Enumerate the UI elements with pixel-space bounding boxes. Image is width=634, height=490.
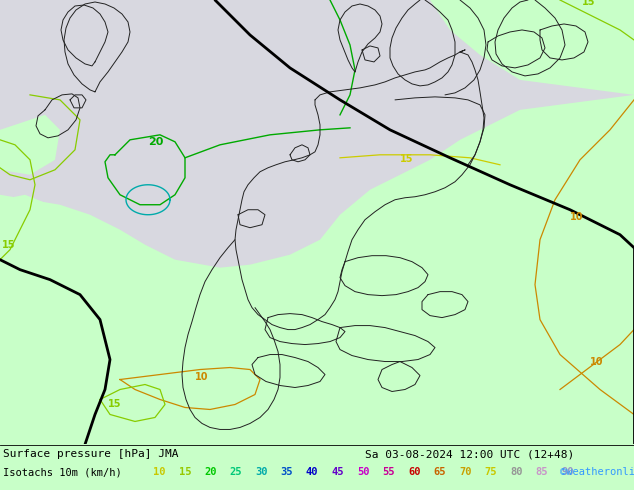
Polygon shape — [0, 115, 60, 175]
Text: 65: 65 — [434, 467, 446, 477]
Text: 15: 15 — [2, 240, 15, 250]
Text: Isotachs 10m (km/h): Isotachs 10m (km/h) — [3, 467, 122, 477]
Text: 15: 15 — [108, 399, 122, 410]
Text: Surface pressure [hPa] JMA: Surface pressure [hPa] JMA — [3, 449, 179, 460]
Text: 35: 35 — [280, 467, 293, 477]
Text: 10: 10 — [153, 467, 165, 477]
Text: 10: 10 — [590, 357, 604, 367]
Text: 80: 80 — [510, 467, 522, 477]
Text: 40: 40 — [306, 467, 318, 477]
Text: 15: 15 — [400, 154, 413, 164]
Text: 85: 85 — [536, 467, 548, 477]
Text: 15: 15 — [179, 467, 191, 477]
Text: 90: 90 — [561, 467, 574, 477]
Text: 15: 15 — [582, 0, 595, 7]
Polygon shape — [430, 0, 634, 95]
Text: 20: 20 — [204, 467, 216, 477]
Text: Sa 03-08-2024 12:00 UTC (12+48): Sa 03-08-2024 12:00 UTC (12+48) — [365, 449, 574, 460]
Text: ©weatheronline.co.uk: ©weatheronline.co.uk — [560, 467, 634, 477]
Text: 45: 45 — [332, 467, 344, 477]
Text: 60: 60 — [408, 467, 420, 477]
Text: 70: 70 — [459, 467, 472, 477]
Text: 25: 25 — [230, 467, 242, 477]
Text: 10: 10 — [570, 212, 583, 221]
Text: 20: 20 — [148, 137, 164, 147]
Text: 10: 10 — [195, 371, 209, 382]
Text: 50: 50 — [357, 467, 370, 477]
Polygon shape — [0, 195, 55, 240]
Text: 75: 75 — [484, 467, 497, 477]
Text: 55: 55 — [382, 467, 395, 477]
Text: 30: 30 — [255, 467, 268, 477]
Polygon shape — [0, 0, 634, 268]
